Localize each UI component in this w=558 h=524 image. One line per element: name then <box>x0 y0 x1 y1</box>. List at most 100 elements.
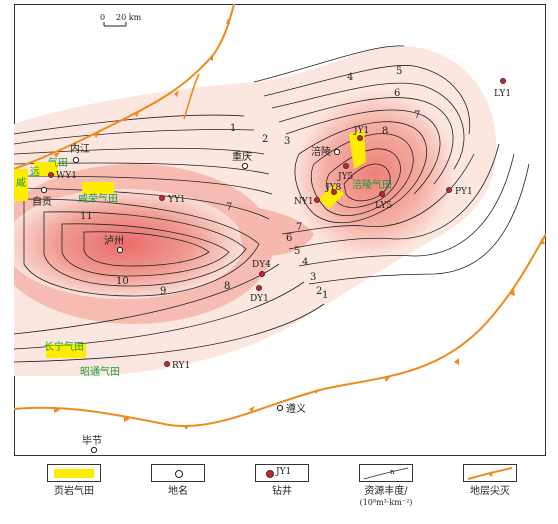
well-marker-dy4 <box>258 270 265 277</box>
city-labels: 内江 自贡 泸州 重庆 涪陵 遵义 毕节 <box>32 142 331 447</box>
legend-label-pinchout: 地层尖灭 <box>470 486 510 497</box>
field-label-changning: 长宁气田 <box>44 340 84 353</box>
well-marker-jy5 <box>342 162 349 169</box>
city-marker-bijie <box>90 446 98 454</box>
legend-symbol-well: JY1 <box>255 464 309 482</box>
contours-east <box>253 45 530 285</box>
west-shade-inner <box>14 189 244 299</box>
well-label-ly1: LY1 <box>494 89 511 99</box>
city-label-fuling: 涪陵 <box>311 145 331 158</box>
well-markers <box>48 78 506 367</box>
legend-label-well: 钻井 <box>272 486 292 497</box>
city-marker-luzhou <box>116 246 124 254</box>
legend-symbol-well-text: JY1 <box>276 467 292 477</box>
pinchout-northwest-branch <box>183 73 200 120</box>
legend-label-gas-field: 页岩气田 <box>54 486 94 497</box>
well-label-dy4: DY4 <box>252 260 271 270</box>
legend-label-place-name: 地名 <box>168 486 188 497</box>
well-labels: WY1 YY1 JY1 JY5 JY8 NY1 LY5 PY1 LY1 DY4 … <box>56 89 511 371</box>
city-marker-zunyi <box>276 404 284 412</box>
well-marker-jy8 <box>330 188 337 195</box>
field-label-weiyuan-qitian: 气田 <box>48 156 68 169</box>
contour-label-6: 6 <box>394 88 400 99</box>
svg-text:n: n <box>390 468 395 476</box>
gas-field-weiyuan-west <box>14 169 28 201</box>
city-marker-chongqing <box>241 162 249 170</box>
well-label-wy1: WY1 <box>56 171 77 181</box>
legend-item-pinchout: 地层尖灭 <box>440 460 540 498</box>
map-frame: 1 2 3 4 5 6 7 8 7 11 10 9 8 6 5 4 3 2 1 … <box>14 4 546 456</box>
contour-label-5: 5 <box>396 66 402 77</box>
contour-label-7-west: 7 <box>226 202 232 213</box>
well-marker-yy1 <box>158 194 165 201</box>
map-canvas: 1 2 3 4 5 6 7 8 7 11 10 9 8 6 5 4 3 2 1 … <box>14 4 546 456</box>
pinchout-south <box>14 233 546 427</box>
contour-label-7-east: 7 <box>414 110 420 121</box>
field-label-weiyuan-wei: 威 <box>16 176 26 189</box>
well-marker-ly1 <box>499 78 506 85</box>
city-label-zunyi: 遵义 <box>286 402 306 415</box>
contour-label-4: 4 <box>347 72 353 83</box>
legend-item-place-name: 地名 <box>128 460 228 498</box>
well-label-dy1: DY1 <box>250 294 269 304</box>
contour-label-10: 10 <box>116 276 129 287</box>
well-marker-jy1 <box>356 134 363 141</box>
contour-label-set: 1 2 3 4 5 6 7 8 7 11 10 9 8 6 5 4 3 2 1 … <box>80 66 420 301</box>
legend-symbol-pinchout <box>463 464 517 482</box>
legend-label-resource: 资源丰度/ <box>364 486 408 497</box>
well-label-ly5: LY5 <box>375 201 392 211</box>
well-label-py1: PY1 <box>455 187 473 197</box>
legend-symbol-gas-field <box>47 464 101 482</box>
city-markers <box>40 148 341 454</box>
legend-item-resource: n 资源丰度/ (10⁸m³·km⁻²) <box>336 460 436 508</box>
well-label-jy8: JY8 <box>325 183 342 193</box>
city-label-luzhou: 泸州 <box>104 235 124 247</box>
city-marker-fuling <box>333 148 341 156</box>
contour-label-7-saddle: 7 <box>296 222 302 233</box>
contour-label-2-south: 2 <box>316 286 322 297</box>
city-marker-zigong <box>40 186 48 194</box>
contour-label-1-south: 1 <box>322 290 328 301</box>
saddle-shade <box>234 204 314 256</box>
east-shade <box>292 90 456 258</box>
field-label-zhaotong: 昭通气田 <box>80 365 120 378</box>
legend: 页岩气田 地名 JY1 钻井 n 资源丰度/ (10⁸m³·km⁻²) 地层尖灭 <box>14 460 546 520</box>
contour-label-3-south: 3 <box>310 272 316 283</box>
well-marker-ny1 <box>313 196 320 203</box>
contour-label-2: 2 <box>262 134 268 145</box>
legend-unit-resource: (10⁸m³·km⁻²) <box>359 498 413 507</box>
contour-label-8-west: 8 <box>224 281 230 292</box>
well-label-jy5: JY5 <box>337 172 354 182</box>
contours-west <box>14 114 325 363</box>
pinchout-north <box>14 4 235 170</box>
scale-zero: 0 <box>100 13 105 22</box>
legend-symbol-resource: n <box>359 464 413 482</box>
well-marker-dy1 <box>255 284 262 291</box>
well-label-yy1: YY1 <box>167 195 186 205</box>
contour-label-11: 11 <box>80 211 93 222</box>
contour-label-8-east: 8 <box>382 126 388 137</box>
field-label-fuling: 涪陵气田 <box>352 178 392 191</box>
contour-label-3: 3 <box>284 136 290 147</box>
field-labels: 威 远 气田 威荣气田 涪陵气田 长宁气田 昭通气田 <box>16 156 392 378</box>
field-label-weiyuan-yuan: 远 <box>30 166 40 178</box>
gas-field-fuling-south <box>319 184 344 209</box>
city-label-zigong: 自贡 <box>32 195 52 208</box>
well-marker-ry1 <box>163 360 170 367</box>
legend-item-gas-field: 页岩气田 <box>24 460 124 498</box>
pinchout-ticks <box>54 18 545 430</box>
well-marker-py1 <box>445 186 452 193</box>
well-label-ry1: RY1 <box>172 361 190 371</box>
city-label-chongqing: 重庆 <box>232 150 252 163</box>
contour-label-6-south: 6 <box>286 233 292 244</box>
contour-label-9: 9 <box>160 286 166 297</box>
contour-label-1: 1 <box>230 123 236 134</box>
contour-label-5-south: 5 <box>294 246 300 257</box>
contour-label-4-south: 4 <box>302 257 308 268</box>
well-marker-wy1 <box>48 171 55 178</box>
field-label-weirong: 威荣气田 <box>78 192 118 205</box>
city-label-neijiang: 内江 <box>70 142 90 155</box>
gas-field-changning <box>46 344 86 358</box>
gas-field-weirong <box>82 182 114 194</box>
scale-bar: 0 20 km <box>100 13 142 27</box>
